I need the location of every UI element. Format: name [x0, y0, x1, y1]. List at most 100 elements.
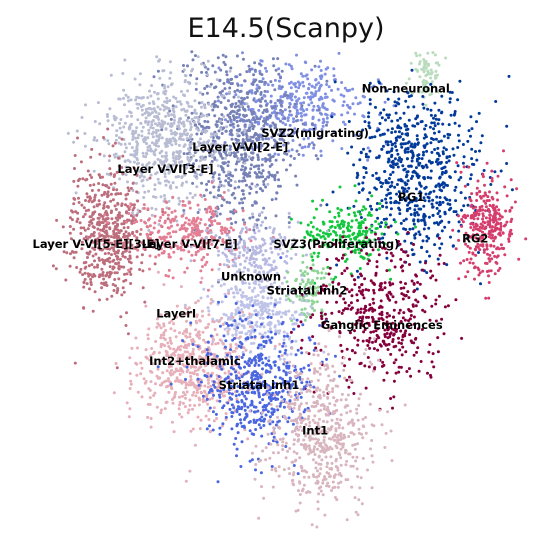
data-point	[245, 158, 249, 162]
data-point	[475, 186, 479, 190]
data-point	[237, 179, 241, 183]
data-point	[359, 310, 363, 314]
data-point	[436, 61, 439, 65]
data-point	[264, 177, 267, 181]
data-point	[243, 179, 247, 183]
data-point	[295, 114, 298, 118]
data-point	[167, 207, 171, 211]
data-point	[368, 227, 372, 231]
data-point	[140, 108, 144, 112]
data-point	[220, 121, 224, 125]
data-point	[430, 161, 434, 165]
data-point	[215, 78, 219, 82]
data-point	[200, 181, 204, 185]
data-point	[402, 286, 406, 290]
data-point	[190, 50, 194, 54]
data-point	[428, 125, 432, 129]
data-point	[487, 257, 491, 261]
data-point	[415, 350, 418, 354]
data-point	[357, 182, 361, 186]
data-point	[240, 131, 244, 135]
data-point	[390, 149, 393, 153]
data-point	[319, 203, 323, 207]
data-point	[252, 261, 256, 264]
data-point	[311, 313, 315, 317]
data-point	[134, 238, 138, 242]
data-point	[424, 103, 428, 107]
data-point	[111, 283, 115, 286]
data-point	[115, 239, 119, 243]
data-point	[499, 221, 503, 225]
data-point	[163, 211, 167, 215]
data-point	[70, 218, 74, 222]
data-point	[191, 196, 195, 199]
data-point	[305, 91, 309, 95]
data-point	[135, 126, 139, 130]
data-point	[278, 357, 282, 361]
data-point	[274, 197, 278, 201]
data-point	[258, 69, 262, 73]
data-point	[355, 176, 359, 179]
data-point	[82, 237, 86, 241]
data-point	[397, 97, 401, 101]
data-point	[192, 259, 196, 263]
data-point	[295, 108, 299, 112]
data-point	[113, 243, 117, 247]
data-point	[253, 222, 257, 226]
data-point	[473, 277, 476, 281]
data-point	[300, 308, 304, 312]
data-point	[200, 129, 204, 133]
data-point	[423, 223, 427, 227]
data-point	[283, 94, 287, 98]
data-point	[495, 261, 499, 265]
data-point	[363, 277, 367, 281]
data-point	[135, 229, 139, 233]
data-point	[435, 206, 439, 210]
data-point	[157, 223, 161, 226]
data-point	[112, 153, 116, 157]
data-point	[374, 271, 378, 275]
data-point	[340, 147, 344, 151]
data-point	[124, 197, 128, 201]
data-point	[242, 248, 246, 252]
data-point	[281, 158, 285, 162]
data-point	[126, 246, 130, 250]
data-point	[482, 199, 486, 203]
data-point	[449, 176, 452, 179]
data-point	[172, 95, 176, 99]
data-point	[376, 348, 380, 352]
data-point	[489, 183, 493, 186]
data-point	[206, 120, 210, 124]
data-point	[312, 104, 316, 108]
data-point	[110, 253, 113, 257]
data-point	[345, 266, 349, 270]
data-point	[415, 134, 419, 138]
data-point	[305, 265, 309, 269]
data-point	[280, 85, 284, 89]
data-point	[499, 169, 503, 173]
data-point	[130, 146, 134, 150]
data-point	[444, 56, 448, 60]
data-point	[422, 82, 426, 86]
data-point	[440, 94, 444, 98]
data-point	[135, 373, 139, 377]
data-point	[108, 274, 112, 278]
data-point	[257, 108, 261, 112]
data-point	[426, 107, 430, 111]
data-point	[358, 158, 362, 162]
data-point	[211, 175, 215, 179]
data-point	[128, 110, 132, 114]
data-point	[298, 143, 302, 147]
data-point	[495, 255, 499, 259]
data-point	[138, 72, 142, 76]
data-point	[429, 190, 433, 194]
data-point	[198, 91, 202, 95]
data-point	[436, 90, 440, 94]
data-point	[348, 88, 352, 92]
data-point	[72, 202, 76, 206]
data-point	[409, 61, 413, 65]
data-point	[118, 257, 122, 261]
data-point	[193, 111, 197, 115]
data-point	[431, 198, 435, 202]
data-point	[131, 129, 135, 133]
